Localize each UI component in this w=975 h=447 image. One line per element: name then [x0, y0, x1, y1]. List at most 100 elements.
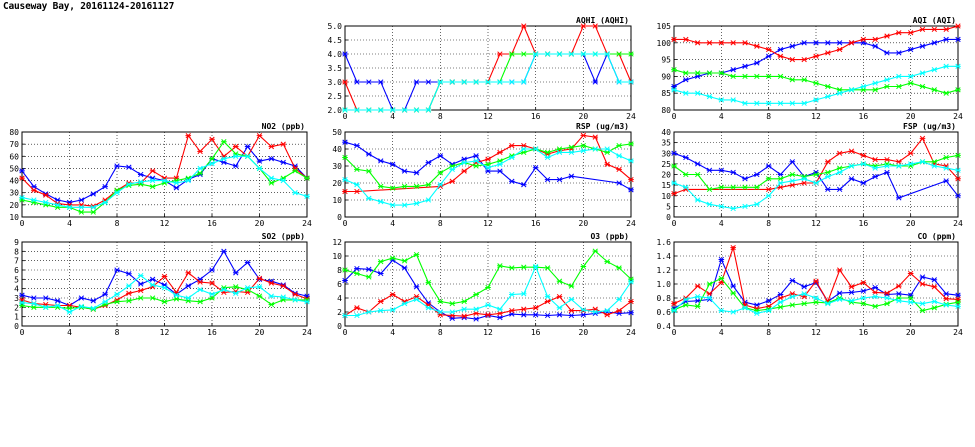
data-point: [268, 180, 275, 186]
data-point: [244, 153, 251, 159]
data-point: [244, 143, 251, 150]
x-tick-label: 4: [390, 112, 395, 121]
data-point: [730, 283, 736, 289]
data-point: [836, 290, 843, 296]
data-point: [354, 305, 360, 311]
chart-title: RSP (ug/m3): [576, 122, 629, 131]
data-point: [556, 51, 563, 57]
data-point: [425, 159, 432, 166]
y-tick-label: 10: [9, 213, 19, 222]
x-tick-label: 4: [719, 328, 724, 337]
data-point: [532, 263, 539, 270]
data-point: [671, 190, 677, 197]
data-point: [449, 166, 456, 173]
data-point: [366, 151, 372, 157]
data-point: [520, 79, 527, 85]
data-point: [413, 107, 420, 113]
data-point: [718, 203, 725, 210]
y-tick-label: 60: [9, 152, 19, 161]
data-point: [137, 272, 144, 279]
data-point: [401, 107, 408, 113]
y-tick-label: 2.5: [328, 92, 343, 101]
x-tick-label: 20: [579, 219, 589, 228]
x-tick-label: 24: [302, 219, 312, 228]
data-point: [509, 142, 515, 149]
data-point: [354, 270, 360, 277]
data-point: [197, 299, 203, 305]
data-point: [268, 301, 275, 308]
data-point: [742, 176, 748, 182]
data-point: [209, 136, 215, 142]
data-point: [896, 163, 902, 169]
x-tick-label: 8: [766, 328, 771, 337]
data-point: [268, 156, 275, 162]
y-tick-label: 10: [332, 252, 342, 261]
data-point: [604, 161, 610, 167]
data-point: [931, 305, 938, 311]
data-point: [149, 282, 156, 288]
data-point: [765, 186, 772, 193]
data-point: [19, 292, 25, 298]
data-point: [742, 63, 748, 69]
chart-title: NO2 (ppb): [262, 122, 305, 131]
data-point: [161, 299, 168, 305]
data-point: [232, 143, 239, 150]
data-point: [461, 298, 467, 305]
data-point: [919, 300, 926, 307]
data-point: [592, 146, 599, 152]
data-point: [628, 298, 634, 305]
data-point: [149, 168, 156, 174]
data-point: [268, 293, 275, 299]
y-tick-label: 10: [661, 192, 671, 201]
x-tick-label: 20: [906, 219, 916, 228]
data-point: [604, 258, 610, 265]
data-point: [354, 188, 360, 195]
data-point: [149, 276, 156, 282]
data-point: [137, 295, 144, 301]
data-point: [604, 146, 610, 152]
data-point: [280, 141, 287, 147]
x-tick-label: 4: [390, 219, 395, 228]
data-point: [896, 30, 902, 36]
data-point: [520, 306, 527, 312]
data-point: [437, 153, 444, 159]
data-point: [884, 169, 890, 176]
data-point: [389, 185, 396, 191]
data-point: [777, 46, 784, 53]
data-point: [185, 295, 192, 301]
data-point: [706, 40, 713, 46]
data-point: [943, 90, 949, 96]
data-point: [90, 209, 97, 215]
x-tick-label: 0: [343, 328, 348, 337]
data-point: [765, 307, 772, 314]
chart-title: AQHI (AQHI): [576, 16, 629, 25]
data-point: [730, 290, 736, 296]
data-point: [931, 87, 938, 93]
data-point: [765, 298, 772, 304]
data-point: [209, 291, 215, 297]
data-point: [366, 266, 372, 272]
data-point: [544, 298, 551, 305]
data-point: [19, 175, 25, 181]
data-point: [777, 299, 784, 305]
data-point: [580, 148, 587, 154]
data-point: [955, 303, 961, 310]
data-point: [449, 300, 456, 307]
data-point: [497, 149, 503, 156]
data-point: [497, 79, 503, 85]
y-tick-label: 1.4: [657, 252, 672, 261]
x-tick-label: 0: [20, 219, 25, 228]
data-point: [896, 83, 902, 90]
y-tick-label: 2: [337, 308, 342, 317]
data-point: [825, 300, 831, 307]
data-point: [568, 296, 575, 303]
data-point: [943, 165, 949, 171]
data-point: [896, 159, 902, 165]
data-point: [884, 33, 890, 39]
x-tick-label: 8: [115, 328, 120, 337]
data-point: [801, 300, 807, 307]
data-point: [955, 292, 961, 298]
data-point: [473, 291, 479, 298]
data-point: [943, 178, 949, 184]
chart-title: SO2 (ppb): [262, 232, 305, 241]
